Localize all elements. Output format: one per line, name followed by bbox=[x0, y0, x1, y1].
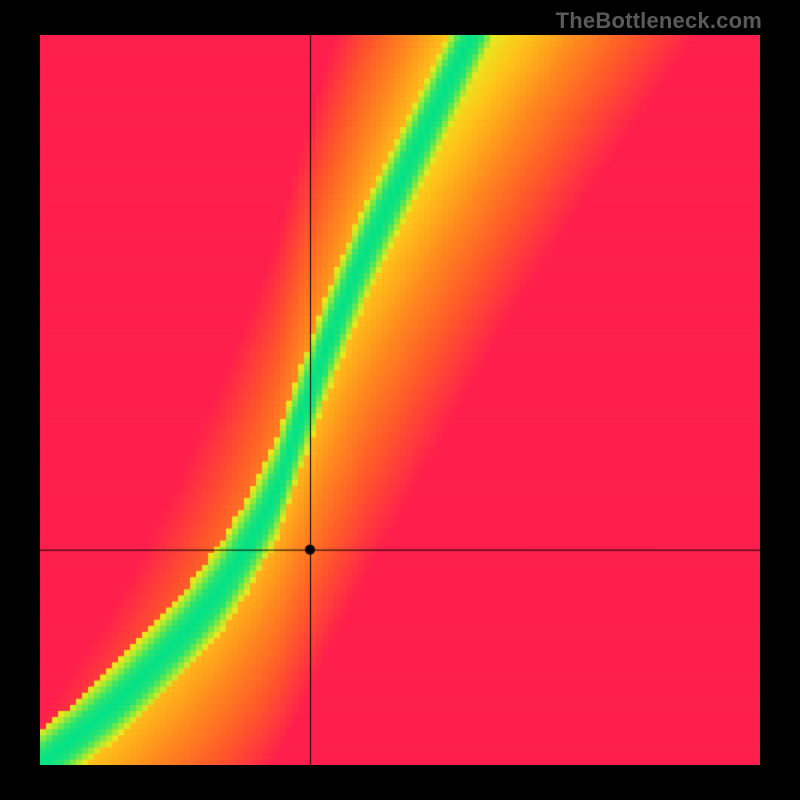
chart-container: TheBottleneck.com bbox=[0, 0, 800, 800]
watermark-text: TheBottleneck.com bbox=[556, 8, 762, 34]
crosshair-overlay bbox=[40, 35, 760, 765]
